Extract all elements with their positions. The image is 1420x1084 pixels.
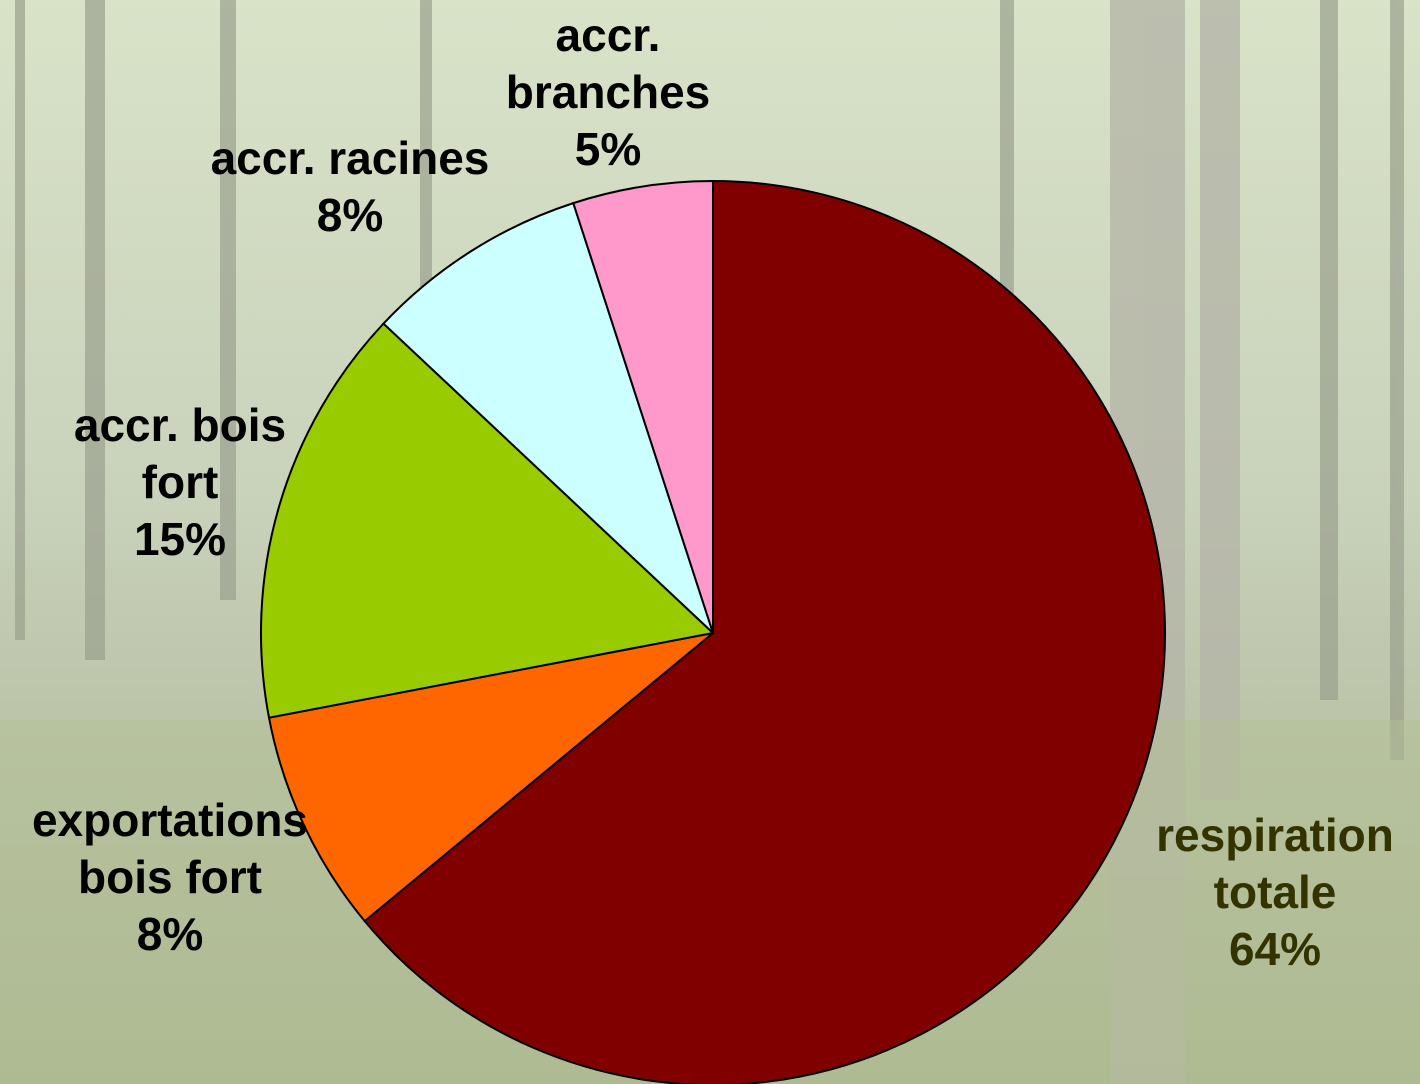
value-label: 5% bbox=[574, 123, 642, 175]
slice-label: accr. bois fort 15% bbox=[40, 397, 320, 568]
pie-slice bbox=[572, 179, 714, 634]
pie-slice bbox=[382, 201, 714, 634]
category-label: accr. branches bbox=[505, 9, 711, 118]
value-label: 8% bbox=[136, 908, 204, 960]
slice-label: accr. racines 8% bbox=[170, 130, 530, 244]
category-label: exportations bois fort bbox=[31, 794, 309, 903]
slice-label: accr. branches 5% bbox=[478, 7, 738, 178]
slice-label: exportations bois fort 8% bbox=[0, 792, 340, 963]
pie-slice bbox=[267, 632, 714, 923]
category-label: accr. racines bbox=[210, 132, 490, 184]
category-label: accr. bois fort bbox=[73, 399, 287, 508]
value-label: 64% bbox=[1228, 923, 1322, 975]
category-label: respiration totale bbox=[1156, 809, 1394, 918]
pie-slice bbox=[363, 179, 1166, 1084]
pie-slice bbox=[260, 322, 716, 719]
slice-label: respiration totale 64% bbox=[1130, 807, 1420, 978]
value-label: 15% bbox=[133, 513, 227, 565]
value-label: 8% bbox=[316, 189, 384, 241]
